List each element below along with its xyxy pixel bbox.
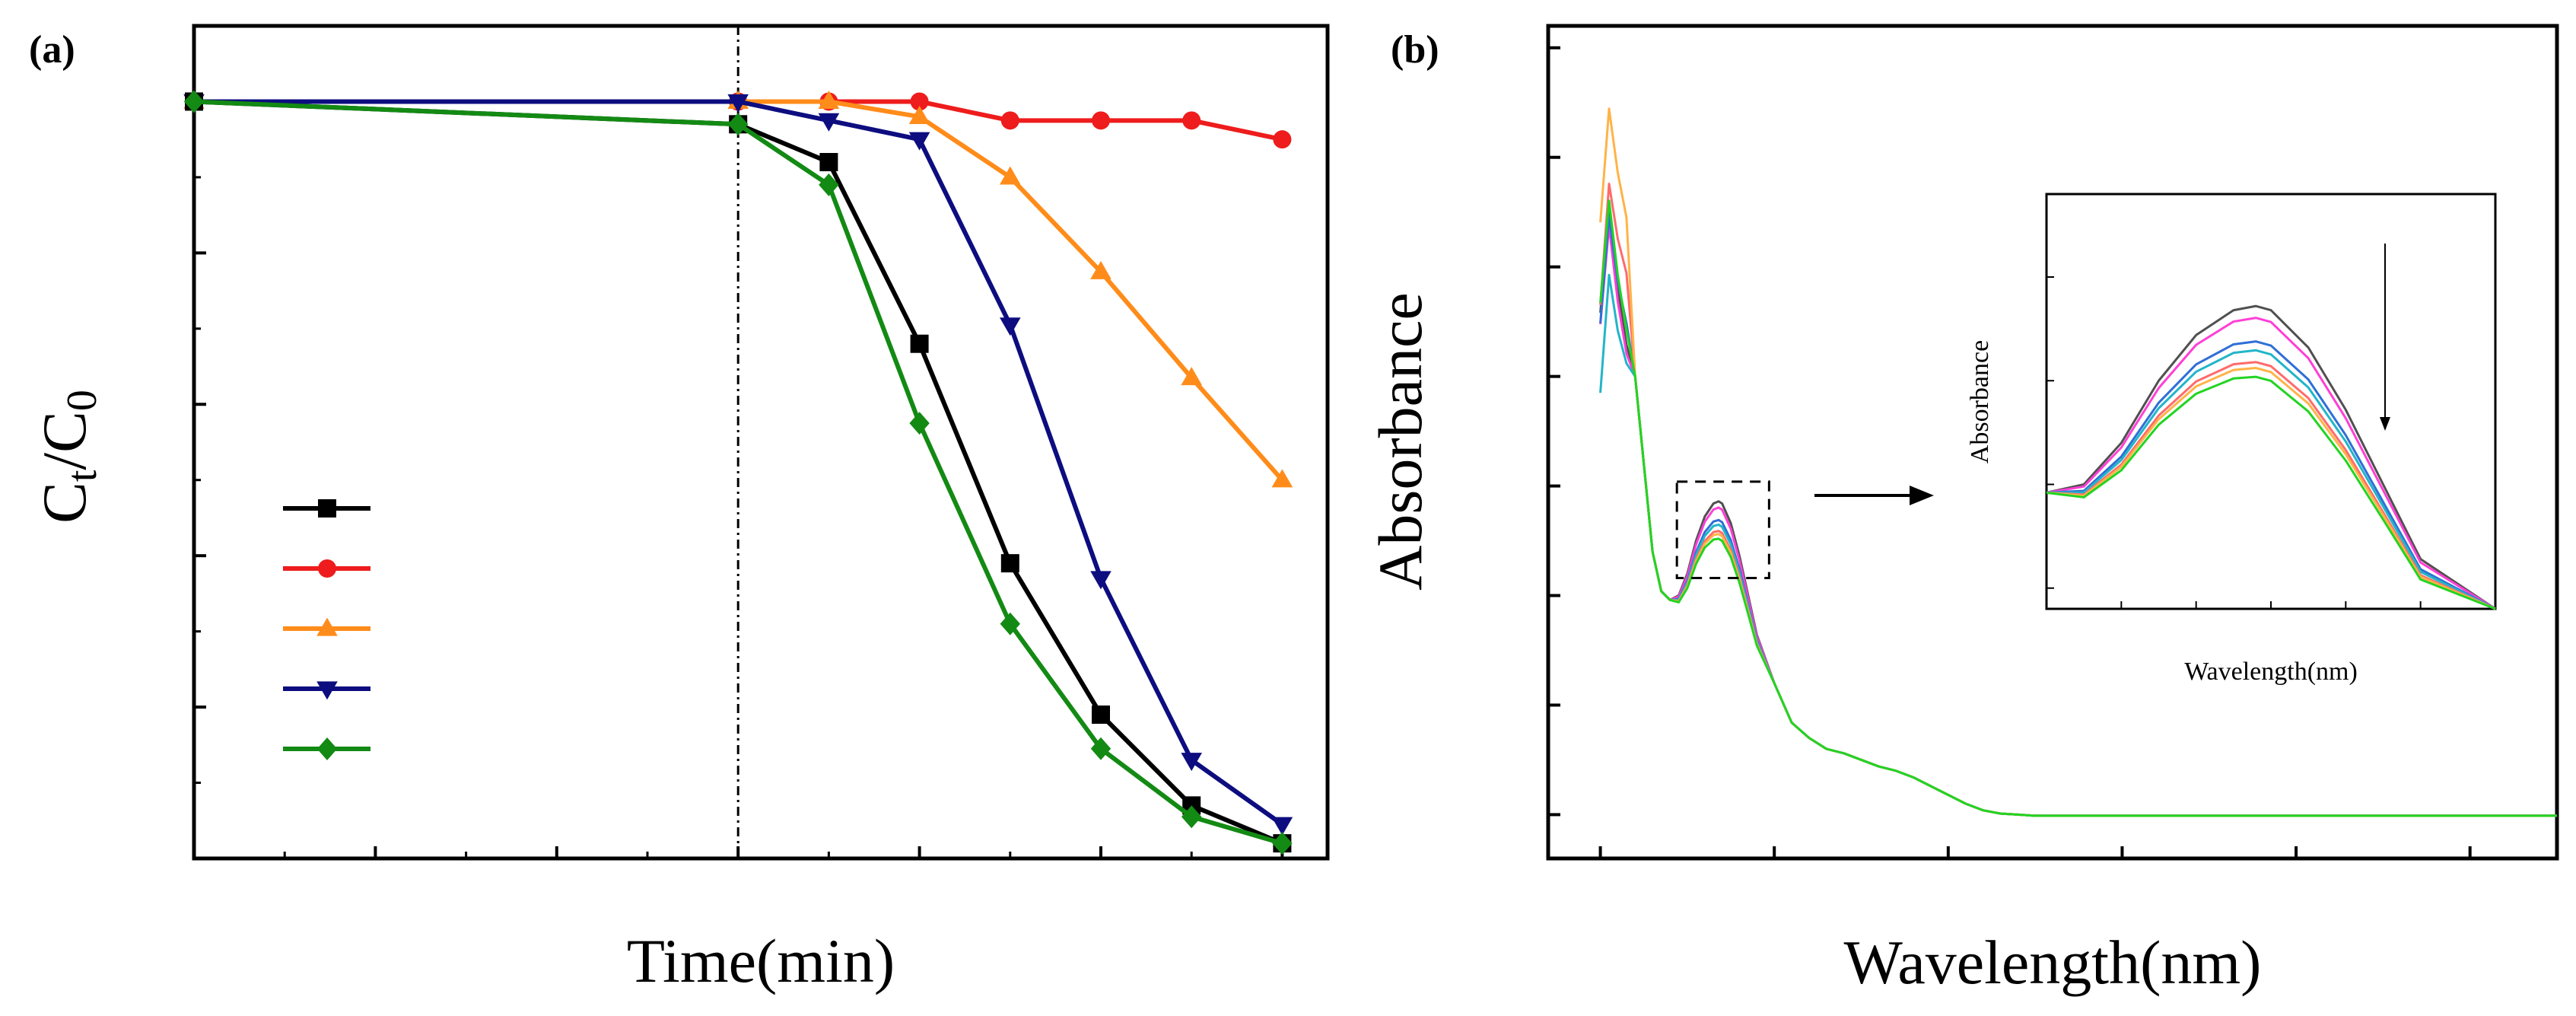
data-point-no-scavenger <box>910 334 929 353</box>
data-point-BQ <box>1182 111 1201 130</box>
series-line-AO <box>194 99 1284 482</box>
panel-b: (b) Wavelength(nm) Absorbance Wavelength… <box>1366 24 2559 997</box>
inset-spectrum-line-0min <box>2046 304 2496 610</box>
data-point-IPA <box>909 412 930 435</box>
inset-spectrum-line-30min <box>2046 317 2496 610</box>
data-point-no-scavenger <box>819 153 838 172</box>
data-point-no-scavenger <box>1000 554 1019 573</box>
inset-spectrum-line-150min <box>2046 367 2496 610</box>
inset-frame <box>2045 193 2497 610</box>
panel-b-zoom-box <box>1675 480 1770 579</box>
data-point-IPA <box>819 173 839 196</box>
data-point-IPA <box>1000 612 1020 635</box>
data-point-AO <box>818 91 840 110</box>
data-point-AO <box>908 105 930 124</box>
data-point-IPA <box>1181 805 1202 829</box>
y-title-slash-c: /C <box>30 411 99 470</box>
inset-legend-arrow-head <box>2380 417 2390 431</box>
data-point-AO <box>1271 469 1293 488</box>
data-point-IPA <box>183 90 205 113</box>
panel-a-label: (a) <box>29 28 75 72</box>
y-title-c: C <box>30 482 99 524</box>
spectrum-line-180min <box>1599 199 2557 817</box>
legend-marker <box>318 499 336 518</box>
panel-b-frame <box>1546 24 2559 861</box>
data-point-BQ <box>1092 111 1110 130</box>
data-point-FFA <box>818 113 840 132</box>
inset-spectrum-line-120min <box>2046 361 2496 610</box>
panel-b-ticks <box>1548 46 2472 858</box>
data-point-AO <box>1181 367 1202 386</box>
inset-ticks <box>2046 276 2496 609</box>
data-point-FFA <box>1000 317 1021 336</box>
panel-b-x-axis-title: Wavelength(nm) <box>1844 928 2262 997</box>
panel-b-series <box>1599 107 2557 817</box>
legend-marker <box>316 617 338 636</box>
panel-a: (a) Time(min) Ct/C0 <box>29 24 1330 995</box>
panel-a-series <box>183 90 1293 855</box>
legend-marker <box>318 559 336 578</box>
inset-series <box>2046 304 2496 610</box>
data-point-AO <box>1090 260 1111 279</box>
legend-marker <box>316 681 338 700</box>
series-line-FFA <box>194 99 1284 826</box>
inset-chart: Wavelength(nm) Absorbance <box>1966 193 2497 686</box>
panel-a-legend <box>283 499 370 760</box>
data-point-BQ <box>910 92 929 111</box>
legend-marker <box>316 737 338 760</box>
inset-spectrum-line-90min <box>2046 349 2496 610</box>
inset-y-axis-title: Absorbance <box>1966 340 1994 463</box>
data-point-BQ <box>1273 130 1292 149</box>
y-title-sub-t: t <box>59 470 106 482</box>
inset-spectrum-line-60min <box>2046 340 2496 610</box>
panel-a-y-axis-title: Ct/C0 <box>30 390 106 524</box>
zoom-rectangle <box>1675 480 1770 579</box>
data-point-AO <box>1000 166 1021 185</box>
series-line-IPA <box>193 99 1283 846</box>
data-point-IPA <box>728 113 749 136</box>
inset-x-axis-title: Wavelength(nm) <box>2184 658 2358 686</box>
panel-a-ticks <box>192 24 1284 860</box>
data-point-FFA <box>1271 817 1293 836</box>
panel-b-y-axis-title: Absorbance <box>1366 292 1435 591</box>
data-point-IPA <box>1090 737 1111 760</box>
y-title-sub-0: 0 <box>59 390 106 411</box>
panel-b-label: (b) <box>1391 28 1439 72</box>
data-point-IPA <box>1272 832 1293 855</box>
data-point-FFA <box>1090 571 1111 590</box>
data-point-FFA <box>727 94 749 113</box>
inset-legend <box>2380 244 2390 431</box>
zoom-arrow-head <box>1910 486 1934 505</box>
data-point-no-scavenger <box>1092 705 1110 725</box>
data-point-FFA <box>1181 753 1202 772</box>
data-point-FFA <box>908 132 930 151</box>
data-point-BQ <box>1000 111 1019 130</box>
panel-a-frame <box>192 24 1330 861</box>
panel-a-x-axis-title: Time(min) <box>627 926 895 995</box>
inset-spectrum-line-180min <box>2046 375 2496 610</box>
series-line-no-scavenger <box>193 99 1283 846</box>
